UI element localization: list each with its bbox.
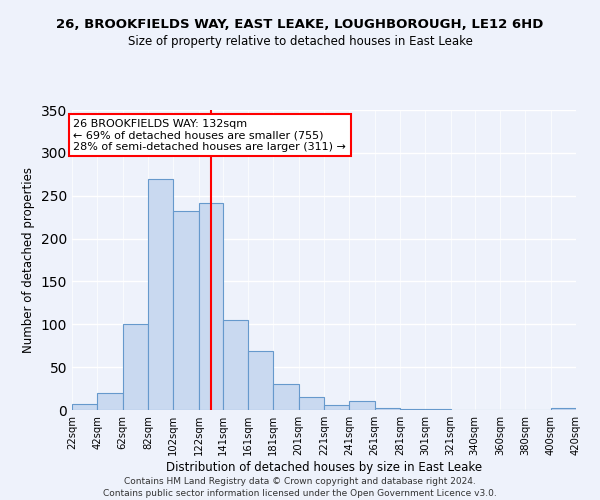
Bar: [274, 384, 299, 410]
Bar: [248, 351, 274, 410]
Text: 26 BROOKFIELDS WAY: 132sqm
← 69% of detached houses are smaller (755)
28% of sem: 26 BROOKFIELDS WAY: 132sqm ← 69% of deta…: [73, 118, 346, 152]
Bar: [400, 409, 425, 410]
Y-axis label: Number of detached properties: Number of detached properties: [22, 167, 35, 353]
Text: 26, BROOKFIELDS WAY, EAST LEAKE, LOUGHBOROUGH, LE12 6HD: 26, BROOKFIELDS WAY, EAST LEAKE, LOUGHBO…: [56, 18, 544, 30]
Bar: [148, 178, 173, 410]
Bar: [324, 405, 349, 410]
Bar: [97, 393, 122, 410]
Bar: [173, 211, 199, 410]
Bar: [72, 404, 97, 410]
Bar: [122, 324, 148, 410]
Text: Size of property relative to detached houses in East Leake: Size of property relative to detached ho…: [128, 35, 472, 48]
Bar: [425, 409, 451, 410]
Bar: [551, 408, 576, 410]
Bar: [349, 400, 374, 410]
Text: Contains HM Land Registry data © Crown copyright and database right 2024.
Contai: Contains HM Land Registry data © Crown c…: [103, 476, 497, 498]
Bar: [199, 204, 223, 410]
X-axis label: Distribution of detached houses by size in East Leake: Distribution of detached houses by size …: [166, 461, 482, 474]
Bar: [299, 397, 324, 410]
Bar: [374, 408, 400, 410]
Bar: [223, 320, 248, 410]
